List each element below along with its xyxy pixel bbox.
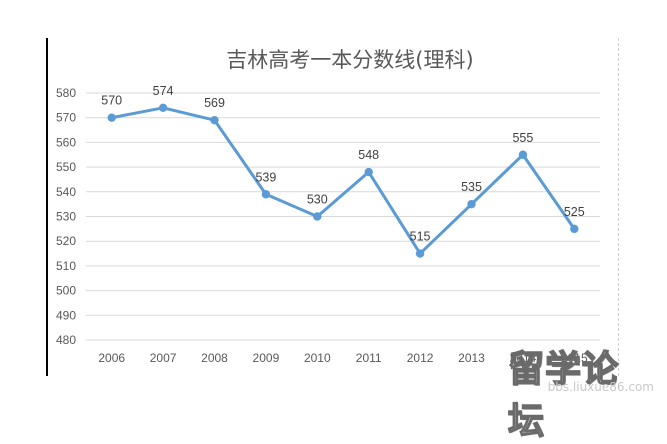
data-point [364, 167, 373, 177]
y-tick-label: 540 [56, 185, 76, 199]
data-point [107, 113, 116, 122]
chart: 吉林高考一本分数线(理科) 480 490 500 510 520 530 540 550 56… [46, 38, 658, 443]
x-tick-label: 2009 [253, 351, 280, 365]
left-frame-line [46, 38, 48, 376]
y-tick-label: 520 [56, 234, 76, 248]
data-label: 515 [410, 230, 431, 244]
data-point [415, 249, 425, 258]
data-point [158, 103, 168, 113]
data-label: 555 [512, 131, 533, 145]
x-tick-label: 2015 [561, 351, 588, 365]
data-label: 574 [153, 84, 174, 98]
x-tick-label: 2012 [407, 351, 434, 365]
x-tick-label: 2014 [510, 351, 537, 365]
data-label: 525 [564, 205, 585, 219]
data-label: 539 [255, 170, 276, 184]
x-tick-label: 2008 [201, 351, 228, 365]
data-label: 535 [461, 180, 482, 194]
y-tick-label: 570 [56, 111, 76, 125]
data-label: 530 [307, 193, 328, 207]
y-tick-label: 580 [56, 86, 76, 100]
data-point [313, 212, 322, 221]
y-tick-label: 560 [56, 135, 76, 149]
watermark-url: bbs.liuxue86.com [547, 380, 654, 394]
data-point [261, 190, 271, 199]
y-tick-label: 480 [56, 333, 76, 347]
data-point [467, 199, 476, 209]
watermark: 留学论坛 bbs.liuxue86.com [507, 340, 658, 443]
data-label: 548 [358, 148, 379, 162]
y-tick-label: 550 [56, 160, 76, 174]
data-point [518, 150, 528, 159]
data-point [210, 115, 219, 125]
y-tick-label: 500 [56, 284, 76, 298]
y-tick-label: 490 [56, 308, 76, 322]
x-tick-label: 2013 [458, 351, 485, 365]
chart-title: 吉林高考一本分数线(理科) [226, 48, 474, 72]
x-tick-label: 2011 [356, 351, 382, 365]
plot-area: 480 490 500 510 520 530 540 550 560 570 580 2006 200… [56, 84, 600, 365]
y-tick-label: 510 [56, 259, 76, 273]
right-frame-line [618, 38, 619, 376]
data-point [570, 224, 579, 234]
y-tick-label: 530 [56, 210, 76, 224]
series-line [110, 106, 576, 256]
x-tick-label: 2010 [304, 351, 331, 365]
x-tick-label: 2007 [150, 351, 177, 365]
data-label: 570 [101, 94, 122, 108]
x-tick-label: 2006 [98, 351, 125, 365]
data-label: 569 [204, 96, 225, 110]
